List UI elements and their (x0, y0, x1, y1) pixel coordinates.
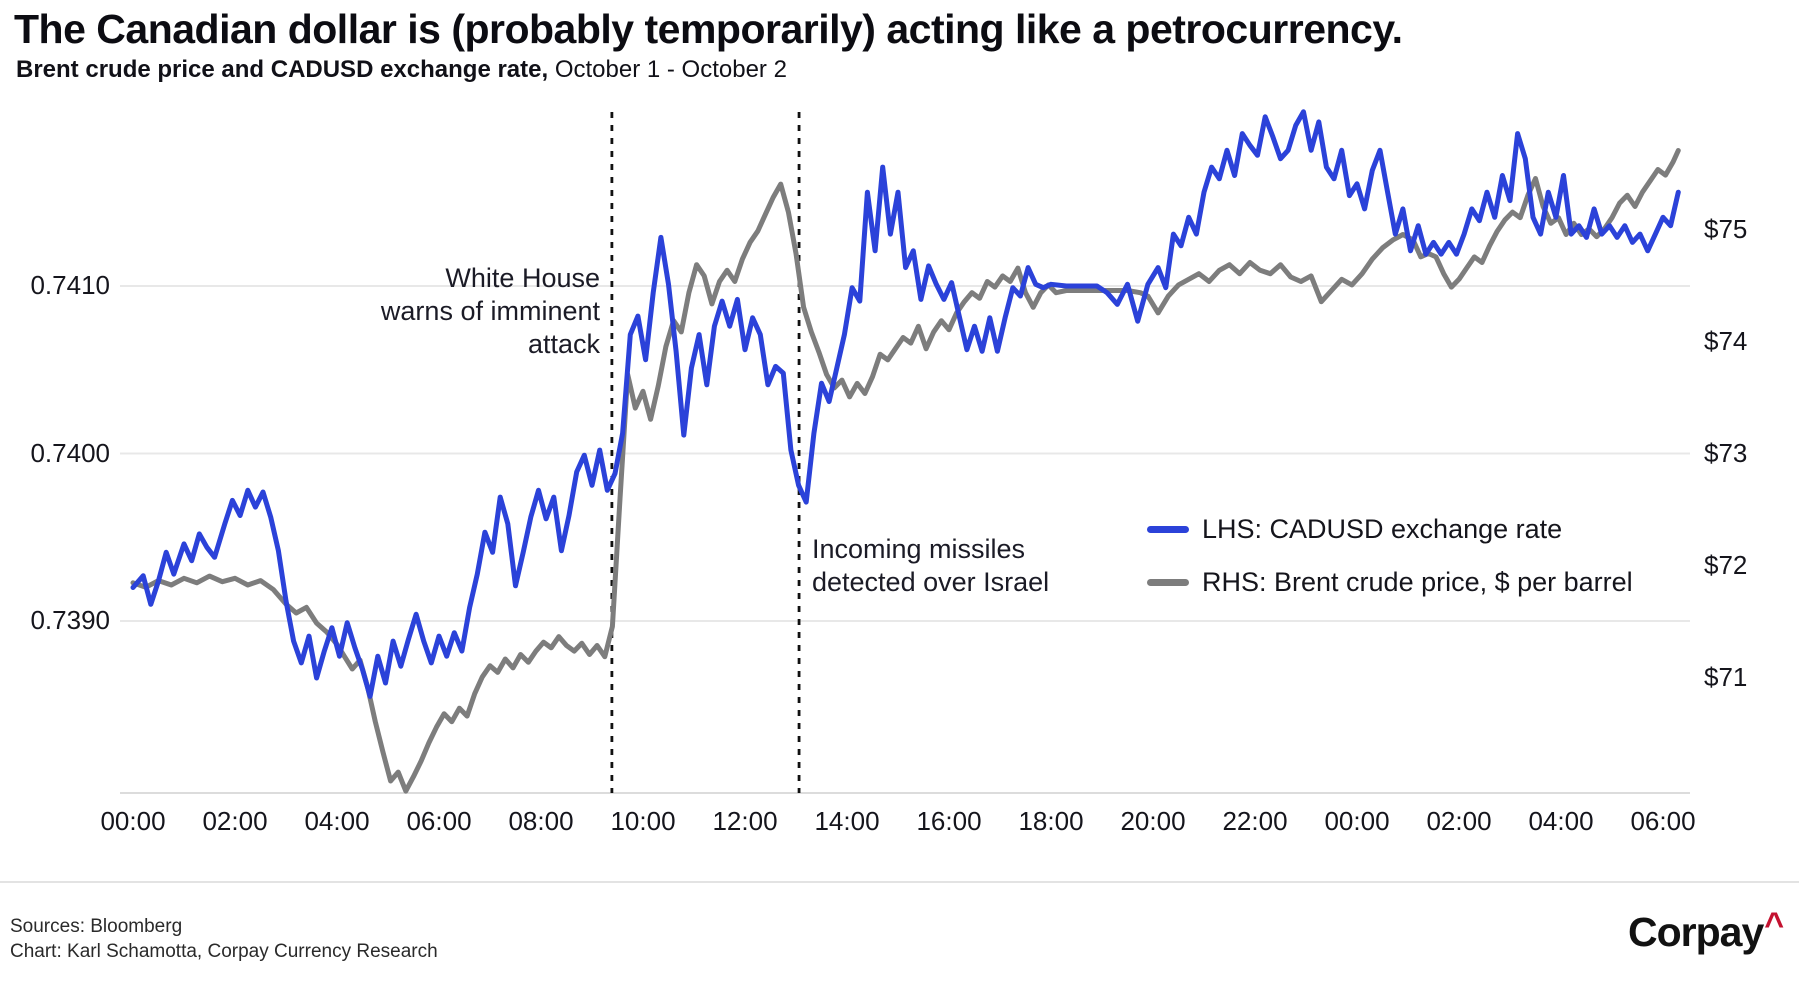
x-axis-tick: 20:00 (1120, 806, 1186, 836)
x-axis-tick: 10:00 (610, 806, 676, 836)
footer-divider (0, 881, 1799, 883)
annotation-incoming-missiles-line1: Incoming missiles (812, 534, 1026, 564)
legend-label-brent: RHS: Brent crude price, $ per barrel (1202, 567, 1633, 597)
x-axis-tick: 00:00 (1324, 806, 1390, 836)
right-axis-tick: $74 (1704, 326, 1748, 356)
horizontal-gridlines (120, 285, 1690, 622)
x-axis-tick: 16:00 (916, 806, 982, 836)
annotation-white-house-line2: warns of imminent (380, 296, 600, 326)
x-axis-tick: 02:00 (1426, 806, 1492, 836)
x-axis-tick: 04:00 (304, 806, 370, 836)
right-axis-tick: $72 (1704, 550, 1748, 580)
footer-sources: Sources: Bloomberg (10, 916, 183, 937)
left-axis-tick: 0.7400 (30, 437, 110, 468)
right-axis-tick: $73 (1704, 438, 1748, 468)
left-axis-tick: 0.7410 (30, 270, 110, 300)
chart-subtitle: Brent crude price and CADUSD exchange ra… (16, 56, 787, 84)
x-axis-tick: 08:00 (508, 806, 574, 836)
cadusd-legend-swatch (1147, 526, 1189, 533)
left-axis-tick: 0.7390 (30, 605, 110, 635)
legend-item-cadusd: LHS: CADUSD exchange rate (1147, 503, 1633, 556)
annotation-white-house-line3: attack (527, 329, 600, 359)
right-axis-tick: $75 (1704, 214, 1748, 244)
annotation-incoming-missiles: Incoming missiles detected over Israel (812, 533, 1049, 599)
legend-item-brent: RHS: Brent crude price, $ per barrel (1147, 556, 1633, 609)
x-axis-tick: 04:00 (1528, 806, 1594, 836)
corpay-logo: Corpay^ (1628, 906, 1784, 956)
cadusd-line (130, 109, 1681, 699)
legend-label-cadusd: LHS: CADUSD exchange rate (1202, 514, 1563, 544)
chart-legend: LHS: CADUSD exchange rate RHS: Brent cru… (1147, 503, 1633, 609)
x-axis-tick: 02:00 (202, 806, 268, 836)
x-axis-tick: 06:00 (1630, 806, 1696, 836)
brent-crude-line (130, 148, 1681, 794)
subtitle-date-part: October 1 - October 2 (548, 56, 787, 83)
page-title: The Canadian dollar is (probably tempora… (14, 6, 1403, 52)
right-axis-tick: $71 (1704, 662, 1748, 692)
annotation-incoming-missiles-line2: detected over Israel (812, 567, 1050, 597)
x-axis-tick: 14:00 (814, 806, 880, 836)
x-axis-tick: 18:00 (1018, 806, 1084, 836)
annotation-white-house: White House warns of imminent attack (300, 262, 600, 361)
x-axis-tick: 00:00 (100, 806, 166, 836)
brent-legend-swatch (1147, 579, 1189, 586)
corpay-logo-text: Corpay (1628, 909, 1764, 955)
subtitle-series-part: Brent crude price and CADUSD exchange ra… (16, 56, 549, 83)
x-axis-tick: 22:00 (1222, 806, 1288, 836)
x-axis-tick: 06:00 (406, 806, 472, 836)
footer-credit: Chart: Karl Schamotta, Corpay Currency R… (10, 941, 438, 962)
corpay-caret-icon: ^ (1764, 906, 1784, 944)
annotation-white-house-line1: White House (445, 263, 600, 293)
x-axis-tick: 12:00 (712, 806, 778, 836)
